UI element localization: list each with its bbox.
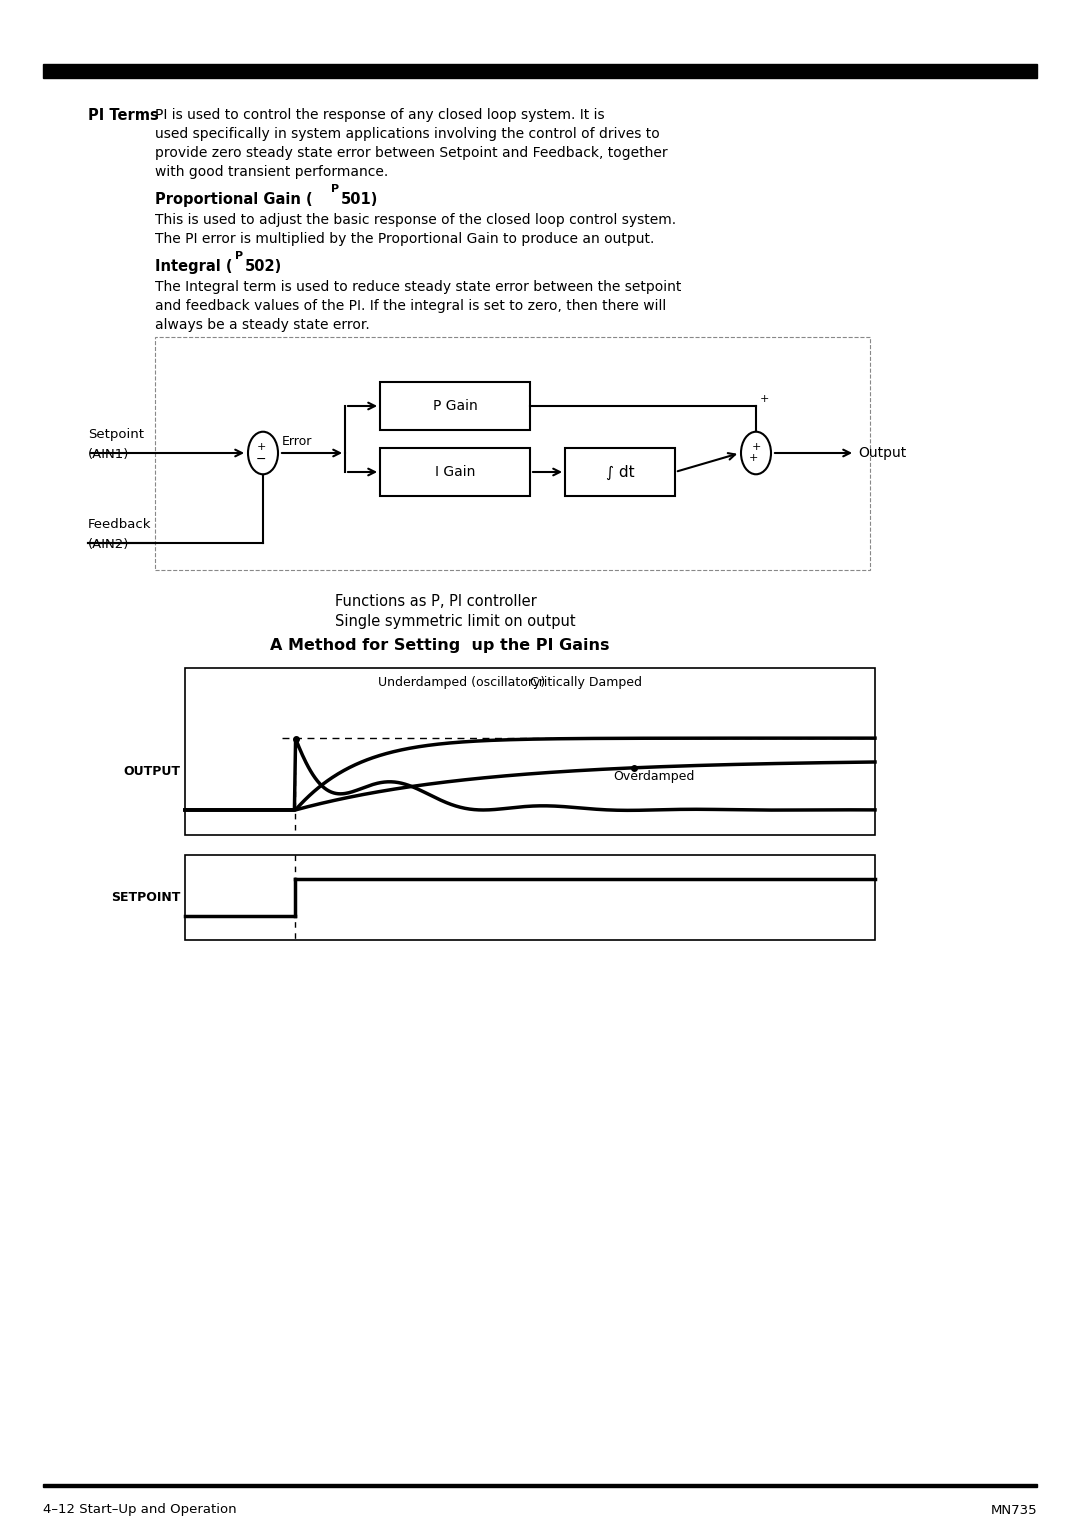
Text: Integral (: Integral ( xyxy=(156,259,232,274)
Text: A Method for Setting  up the PI Gains: A Method for Setting up the PI Gains xyxy=(270,637,609,653)
Text: +: + xyxy=(760,394,769,404)
Text: −: − xyxy=(256,453,267,466)
Text: This is used to adjust the basic response of the closed loop control system.: This is used to adjust the basic respons… xyxy=(156,213,676,227)
Text: Critically Damped: Critically Damped xyxy=(530,676,642,689)
Text: always be a steady state error.: always be a steady state error. xyxy=(156,319,369,332)
Text: (AIN2): (AIN2) xyxy=(87,538,130,552)
Text: PI is used to control the response of any closed loop system. It is: PI is used to control the response of an… xyxy=(156,107,605,123)
Text: Functions as P, PI controller: Functions as P, PI controller xyxy=(335,594,537,610)
Text: Proportional Gain (: Proportional Gain ( xyxy=(156,192,312,207)
Text: ∫ dt: ∫ dt xyxy=(606,464,634,480)
Text: OUTPUT: OUTPUT xyxy=(123,764,180,778)
Text: Single symmetric limit on output: Single symmetric limit on output xyxy=(335,614,576,630)
Text: P: P xyxy=(235,251,243,260)
Bar xyxy=(565,447,675,496)
Text: +: + xyxy=(748,453,758,463)
Text: PI Terms: PI Terms xyxy=(87,107,159,123)
Text: +: + xyxy=(752,441,760,452)
Text: 502): 502) xyxy=(245,259,282,274)
Text: (AIN1): (AIN1) xyxy=(87,447,130,461)
Bar xyxy=(43,64,1037,78)
Text: The Integral term is used to reduce steady state error between the setpoint: The Integral term is used to reduce stea… xyxy=(156,280,681,294)
Text: 4–12 Start–Up and Operation: 4–12 Start–Up and Operation xyxy=(43,1503,237,1517)
Text: I Gain: I Gain xyxy=(435,466,475,480)
Text: Setpoint: Setpoint xyxy=(87,427,144,441)
Text: and feedback values of the PI. If the integral is set to zero, then there will: and feedback values of the PI. If the in… xyxy=(156,299,666,313)
Text: Underdamped (oscillatory): Underdamped (oscillatory) xyxy=(378,676,545,689)
Text: P Gain: P Gain xyxy=(433,398,477,414)
Text: Error: Error xyxy=(282,435,312,447)
Text: used specifically in system applications involving the control of drives to: used specifically in system applications… xyxy=(156,127,660,141)
Text: The PI error is multiplied by the Proportional Gain to produce an output.: The PI error is multiplied by the Propor… xyxy=(156,231,654,247)
Bar xyxy=(43,1485,1037,1488)
Text: MN735: MN735 xyxy=(990,1503,1037,1517)
Text: 501): 501) xyxy=(341,192,378,207)
Ellipse shape xyxy=(741,432,771,475)
Ellipse shape xyxy=(248,432,278,475)
Bar xyxy=(380,447,530,496)
Bar xyxy=(156,337,870,570)
Text: Overdamped: Overdamped xyxy=(612,771,694,783)
Text: provide zero steady state error between Setpoint and Feedback, together: provide zero steady state error between … xyxy=(156,146,667,159)
Text: Output: Output xyxy=(858,446,906,460)
Bar xyxy=(380,381,530,430)
Text: with good transient performance.: with good transient performance. xyxy=(156,165,388,179)
Bar xyxy=(185,855,875,941)
Text: P: P xyxy=(330,184,339,195)
Bar xyxy=(185,668,875,835)
Text: Feedback: Feedback xyxy=(87,518,151,532)
Text: SETPOINT: SETPOINT xyxy=(110,892,180,904)
Text: +: + xyxy=(256,441,266,452)
